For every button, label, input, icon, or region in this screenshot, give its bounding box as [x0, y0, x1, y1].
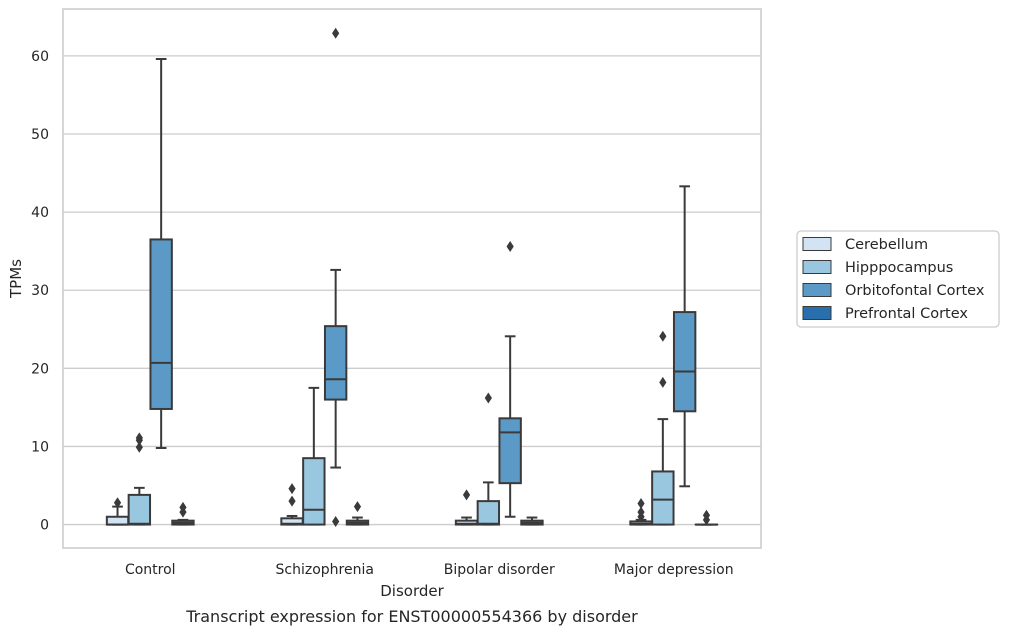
y-tick-labels: 0 10 20 30 40 50 60 — [31, 49, 49, 534]
x-tick-label: Control — [125, 562, 176, 578]
legend-swatch — [802, 283, 832, 297]
figure-caption: Transcript expression for ENST0000055436… — [185, 607, 638, 626]
box-iqr — [302, 457, 326, 526]
y-tick-label: 50 — [31, 127, 49, 143]
y-tick-label: 30 — [31, 283, 49, 299]
legend-swatch — [802, 306, 832, 320]
x-tick-label: Bipolar disorder — [444, 562, 555, 578]
outlier-point — [353, 501, 362, 513]
outlier-point — [659, 330, 667, 342]
box-hipppocampus-control — [127, 432, 152, 526]
box-iqr — [105, 515, 130, 526]
plot-frame — [62, 8, 762, 549]
box-hipppocampus-major-depression — [651, 330, 675, 526]
box-orbitofontal-cortex-control — [149, 57, 173, 450]
box-iqr — [127, 493, 152, 526]
y-tick-label: 0 — [40, 518, 49, 534]
box-iqr — [476, 500, 501, 526]
box-prefrontal-cortex-major-depression — [694, 509, 719, 526]
outlier-point — [506, 240, 514, 252]
outlier-point — [659, 376, 667, 388]
outlier-point — [288, 483, 296, 495]
legend-frame — [796, 230, 1000, 328]
outlier-point — [484, 392, 492, 404]
x-tick-labels: Control Schizophrenia Bipolar disorder Majo… — [125, 562, 734, 578]
box-iqr — [651, 470, 675, 526]
box-orbitofontal-cortex-schizophrenia — [323, 27, 348, 527]
y-tick-label: 60 — [31, 49, 49, 65]
box-iqr — [672, 311, 697, 413]
box-iqr — [149, 238, 173, 410]
box-orbitofontal-cortex-bipolar-disorder — [498, 240, 522, 518]
outlier-point — [702, 509, 711, 521]
x-tick-label: Major depression — [614, 562, 734, 578]
outlier-point — [332, 27, 340, 39]
box-orbitofontal-cortex-major-depression — [672, 185, 697, 488]
box-cerebellum-major-depression — [629, 497, 653, 526]
box-hipppocampus-bipolar-disorder — [476, 392, 501, 526]
legend-label: Hipppocampus — [845, 260, 953, 276]
box-layer — [105, 27, 719, 527]
legend-label: Cerebellum — [845, 237, 928, 253]
box-prefrontal-cortex-bipolar-disorder — [520, 516, 544, 526]
y-tick-label: 10 — [31, 439, 49, 455]
outlier-point — [332, 515, 340, 527]
legend-swatch — [802, 237, 832, 251]
outlier-point — [113, 497, 122, 509]
outlier-point — [179, 501, 187, 513]
box-cerebellum-schizophrenia — [280, 483, 304, 526]
x-axis-label: Disorder — [380, 582, 444, 600]
box-iqr — [498, 417, 522, 485]
legend-label: Orbitofontal Cortex — [845, 283, 985, 299]
legend-label: Prefrontal Cortex — [845, 306, 968, 322]
y-tick-label: 40 — [31, 205, 49, 221]
legend: Cerebellum Hipppocampus Orbitofontal Corte… — [796, 230, 1000, 328]
outlier-point — [135, 432, 143, 444]
box-prefrontal-cortex-control — [171, 501, 195, 526]
box-hipppocampus-schizophrenia — [302, 386, 326, 526]
x-tick-label: Schizophrenia — [276, 562, 374, 578]
outlier-point — [637, 506, 645, 518]
outlier-point — [637, 497, 645, 509]
legend-swatch — [802, 260, 832, 274]
y-tick-label: 20 — [31, 361, 49, 377]
box-iqr — [323, 325, 348, 401]
outlier-point — [288, 495, 296, 507]
y-axis-label: TPMs — [7, 259, 25, 299]
outlier-point — [462, 489, 471, 501]
box-prefrontal-cortex-schizophrenia — [345, 501, 370, 526]
outlier-point — [135, 441, 143, 453]
